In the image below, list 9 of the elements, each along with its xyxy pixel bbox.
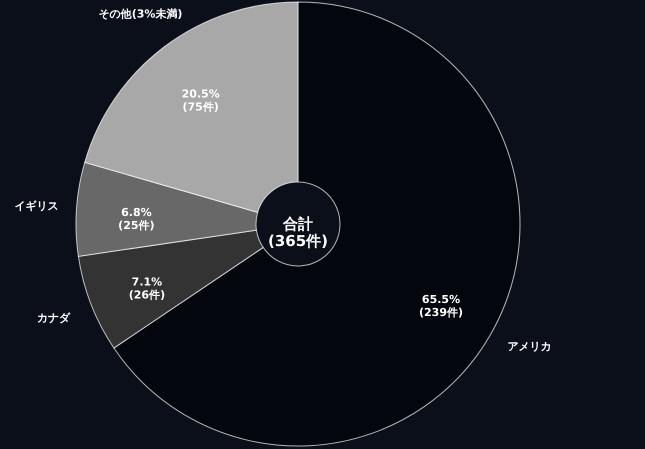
slice-label: カナダ bbox=[37, 312, 72, 325]
data-label: 7.1% (26件) bbox=[128, 276, 166, 302]
slice-label: イギリス bbox=[14, 199, 59, 212]
data-label: 20.5% (75件) bbox=[182, 88, 220, 114]
text: 合計 (365件) bbox=[268, 215, 328, 250]
data-label: 65.5% (239件) bbox=[419, 293, 464, 320]
data-label: 6.8% (25件) bbox=[118, 206, 155, 232]
slice-label: その他(3%未満) bbox=[98, 8, 182, 21]
slice-label: アメリカ bbox=[507, 340, 552, 354]
